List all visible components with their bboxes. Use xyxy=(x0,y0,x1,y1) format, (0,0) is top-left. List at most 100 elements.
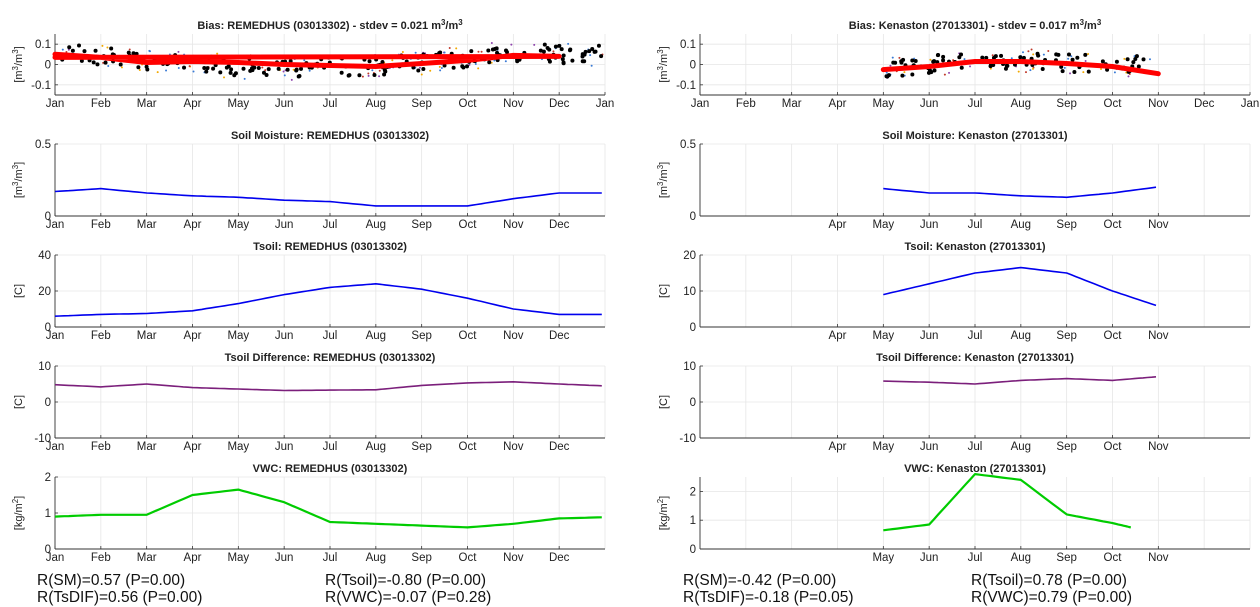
stat-kenaston-r-tsdif: R(TsDIF)=-0.18 (P=0.05) xyxy=(683,589,854,606)
scatter-point xyxy=(988,64,993,69)
scatter-point-small xyxy=(1082,71,1085,74)
scatter-point-small xyxy=(533,43,536,46)
x-tick-label: Nov xyxy=(503,219,524,231)
x-tick-label: Jul xyxy=(968,330,983,342)
scatter-point xyxy=(469,49,474,54)
trend-line xyxy=(880,59,1161,77)
x-tick-label: Jul xyxy=(323,219,338,231)
x-tick-label: Nov xyxy=(503,330,524,342)
scatter-point-small xyxy=(1032,53,1035,56)
scatter-point-small xyxy=(65,50,68,53)
y-tick-label: -10 xyxy=(679,433,696,445)
scatter-point xyxy=(299,66,304,71)
x-tick-label: Dec xyxy=(549,330,570,342)
scatter-point-small xyxy=(419,66,422,69)
scatter-point xyxy=(1060,69,1065,74)
scatter-point-small xyxy=(1100,67,1103,70)
chart-panel-1: Jan Feb Mar Apr May Jun Jul Aug Sep Oct Nov Dec Jan -… xyxy=(11,18,615,111)
scatter-point xyxy=(182,65,187,70)
x-tick-label: Jul xyxy=(968,98,983,110)
scatter-point xyxy=(599,54,604,59)
scatter-point xyxy=(383,69,388,74)
x-tick-label: Nov xyxy=(503,552,524,564)
y-tick-label: 0 xyxy=(45,211,51,223)
scatter-point xyxy=(339,70,344,75)
x-tick-label: Apr xyxy=(184,219,202,231)
scatter-point-small xyxy=(963,58,966,61)
x-tick-label: Sep xyxy=(411,219,431,231)
scatter-point xyxy=(202,65,207,70)
scatter-point xyxy=(1086,69,1091,74)
scatter-point xyxy=(288,59,293,64)
scatter-point xyxy=(249,66,254,71)
scatter-point-small xyxy=(177,50,180,53)
y-axis-label: [C] xyxy=(658,395,670,409)
scatter-point-small xyxy=(128,48,131,51)
stat-remedhus-r-vwc: R(VWC)=-0.07 (P=0.28) xyxy=(325,589,492,606)
scatter-point-small xyxy=(61,48,64,51)
chart-panel-3: Jan Feb Mar Apr May Jun Jul Aug Sep Oct Nov Dec 0 20 4… xyxy=(13,241,606,342)
x-tick-label: Feb xyxy=(91,98,111,110)
y-tick-label: 20 xyxy=(683,250,696,262)
x-tick-label: May xyxy=(227,98,249,110)
scatter-point xyxy=(941,54,946,59)
scatter-point xyxy=(416,68,421,73)
scatter-point-small xyxy=(165,69,168,72)
scatter-point xyxy=(959,65,964,70)
scatter-point xyxy=(367,59,372,64)
chart-title: Tsoil: Kenaston (27013301) xyxy=(904,241,1045,253)
x-tick-label: Oct xyxy=(1104,98,1123,110)
scatter-point-small xyxy=(1017,70,1020,73)
scatter-point-small xyxy=(1063,66,1066,69)
x-tick-label: Dec xyxy=(549,552,570,564)
series-line-1 xyxy=(883,473,1132,532)
scatter-point-small xyxy=(1030,48,1033,51)
x-tick-label: Feb xyxy=(91,219,111,231)
x-tick-label: Nov xyxy=(503,441,524,453)
scatter-point xyxy=(931,59,936,64)
scatter-point-small xyxy=(148,49,151,52)
x-tick-label: Aug xyxy=(366,219,386,231)
scatter-point-small xyxy=(414,51,417,54)
x-tick-label: Jan xyxy=(596,98,615,110)
x-tick-label: Mar xyxy=(137,219,157,231)
scatter-point-small xyxy=(429,69,432,72)
x-tick-label: Feb xyxy=(91,441,111,453)
x-tick-label: Nov xyxy=(1148,330,1169,342)
scatter-point-small xyxy=(439,69,442,72)
scatter-point xyxy=(382,72,387,77)
scatter-point xyxy=(984,55,989,60)
chart-panel-8: Apr May Jun Jul Aug Sep Oct Nov 0 10 20 [C] Tsoil: K… xyxy=(658,241,1251,342)
x-tick-label: Apr xyxy=(829,441,847,453)
scatter-point-small xyxy=(943,73,946,76)
stat-kenaston-r-vwc: R(VWC)=0.79 (P=0.00) xyxy=(971,589,1133,606)
scatter-point xyxy=(1059,64,1064,69)
scatter-point-small xyxy=(120,66,123,69)
x-tick-label: Jun xyxy=(275,219,294,231)
scatter-point-small xyxy=(292,68,295,71)
scatter-point xyxy=(205,66,210,71)
y-axis-label: [C] xyxy=(658,284,670,298)
x-tick-label: Jul xyxy=(323,552,338,564)
scatter-point-small xyxy=(188,65,191,68)
x-tick-label: May xyxy=(227,219,249,231)
x-tick-label: Apr xyxy=(184,441,202,453)
scatter-point xyxy=(910,72,915,77)
scatter-point-small xyxy=(223,76,226,79)
scatter-point-small xyxy=(401,51,404,54)
x-tick-label: Sep xyxy=(411,330,431,342)
series-line-1 xyxy=(883,376,1157,385)
x-tick-label: Jun xyxy=(275,552,294,564)
scatter-point-small xyxy=(378,69,381,72)
scatter-point-small xyxy=(898,56,901,59)
scatter-point-small xyxy=(243,77,246,80)
scatter-point xyxy=(1066,52,1071,57)
scatter-point xyxy=(372,72,377,77)
scatter-point-small xyxy=(438,65,441,68)
scatter-point-small xyxy=(1032,67,1035,70)
scatter-point xyxy=(1133,56,1138,61)
y-tick-label: 0 xyxy=(690,211,696,223)
scatter-point xyxy=(941,58,946,63)
scatter-point-small xyxy=(1084,60,1087,63)
x-tick-label: Feb xyxy=(91,330,111,342)
